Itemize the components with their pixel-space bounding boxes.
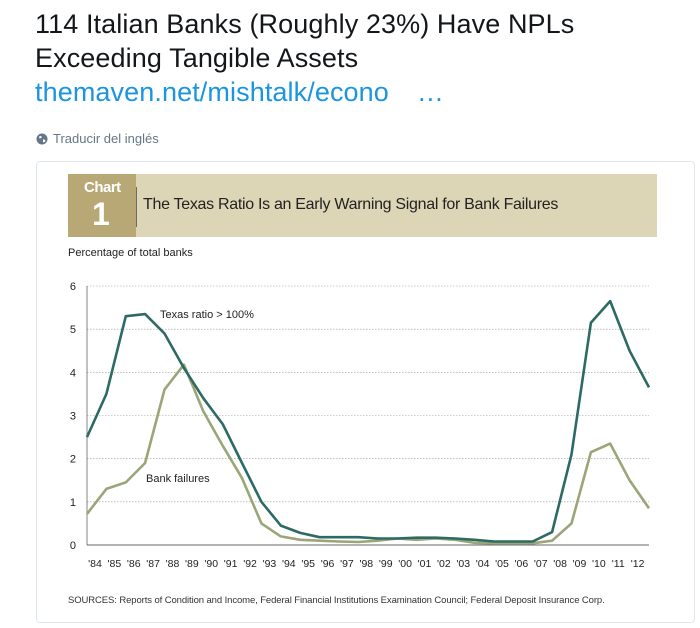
x-tick-label: '06 xyxy=(515,558,529,570)
globe-icon xyxy=(36,133,48,144)
x-tick-label: '00 xyxy=(398,558,412,570)
badge-label: Chart xyxy=(84,179,121,196)
media-card[interactable]: Chart 1 The Texas Ratio Is an Early Warn… xyxy=(36,161,695,623)
y-tick-labels: 0 1 2 3 4 5 6 xyxy=(70,281,76,552)
x-tick-label: '99 xyxy=(379,558,393,570)
x-tick-label: '09 xyxy=(573,558,587,570)
y-tick-label: 6 xyxy=(70,281,76,293)
series-line-bank-failures xyxy=(85,363,651,545)
badge-number: 1 xyxy=(92,196,110,232)
line-chart: 0 1 2 3 4 5 6 '84 '85 '86 '87 '88 '89 '90 '91 '92 '93 '9… xyxy=(70,281,651,570)
series-line-texas-ratio xyxy=(85,299,651,543)
x-tick-label: '04 xyxy=(476,558,490,570)
chart-title: The Texas Ratio Is an Early Warning Sign… xyxy=(143,196,559,213)
x-tick-label: '92 xyxy=(243,558,257,570)
translate-label[interactable]: Traducir del inglés xyxy=(53,131,159,146)
chart-sources: SOURCES: Reports of Condition and Income… xyxy=(68,595,605,606)
x-tick-label: '95 xyxy=(301,558,315,570)
y-tick-label: 2 xyxy=(70,454,76,466)
x-tick-label: '86 xyxy=(127,558,141,570)
x-tick-label: '91 xyxy=(224,558,238,570)
tweet-link[interactable]: themaven.net/mishtalk/econo … xyxy=(35,75,695,109)
y-axis-label: Percentage of total banks xyxy=(68,247,193,259)
chart-badge: Chart 1 xyxy=(68,174,136,237)
tweet-body: 114 Italian Banks (Roughly 23%) Have NPL… xyxy=(35,9,575,73)
chart-series xyxy=(85,299,651,545)
banner-divider xyxy=(136,187,137,227)
x-tick-label: '98 xyxy=(359,558,373,570)
x-tick-labels: '84 '85 '86 '87 '88 '89 '90 '91 '92 '93 '94 '95 '96 '… xyxy=(88,558,644,570)
x-tick-label: '03 xyxy=(456,558,470,570)
x-tick-label: '94 xyxy=(282,558,296,570)
y-tick-label: 1 xyxy=(70,497,76,509)
x-tick-label: '11 xyxy=(612,558,625,570)
x-tick-label: '01 xyxy=(418,558,432,570)
x-tick-label: '12 xyxy=(631,558,645,570)
x-tick-label: '07 xyxy=(534,558,548,570)
tweet-link-ellipsis[interactable]: … xyxy=(416,77,445,107)
x-tick-label: '02 xyxy=(437,558,451,570)
tweet-link-text[interactable]: themaven.net/mishtalk/econo xyxy=(35,77,389,107)
series-labels: Texas ratio > 100% Bank failures xyxy=(146,309,254,485)
x-tick-label: '93 xyxy=(263,558,277,570)
x-tick-label: '05 xyxy=(495,558,509,570)
translate-button[interactable]: Traducir del inglés xyxy=(36,131,159,146)
x-tick-label: '85 xyxy=(108,558,122,570)
x-tick-label: '87 xyxy=(146,558,160,570)
x-tick-label: '88 xyxy=(166,558,180,570)
chart-banner: Chart 1 The Texas Ratio Is an Early Warn… xyxy=(68,174,657,237)
y-tick-label: 5 xyxy=(70,324,76,336)
y-tick-label: 4 xyxy=(70,367,76,379)
y-tick-label: 3 xyxy=(70,411,76,423)
x-tick-label: '90 xyxy=(204,558,218,570)
series-label-bank-failures: Bank failures xyxy=(146,473,210,485)
x-tick-label: '96 xyxy=(321,558,335,570)
x-tick-label: '89 xyxy=(185,558,199,570)
chart-grid xyxy=(86,285,649,546)
x-tick-label: '10 xyxy=(592,558,606,570)
x-tick-label: '97 xyxy=(340,558,354,570)
x-tick-label: '08 xyxy=(553,558,567,570)
tweet-text: 114 Italian Banks (Roughly 23%) Have NPL… xyxy=(35,7,695,109)
y-tick-label: 0 xyxy=(70,540,76,552)
x-tick-label: '84 xyxy=(88,558,102,570)
series-label-texas-ratio: Texas ratio > 100% xyxy=(160,309,254,321)
